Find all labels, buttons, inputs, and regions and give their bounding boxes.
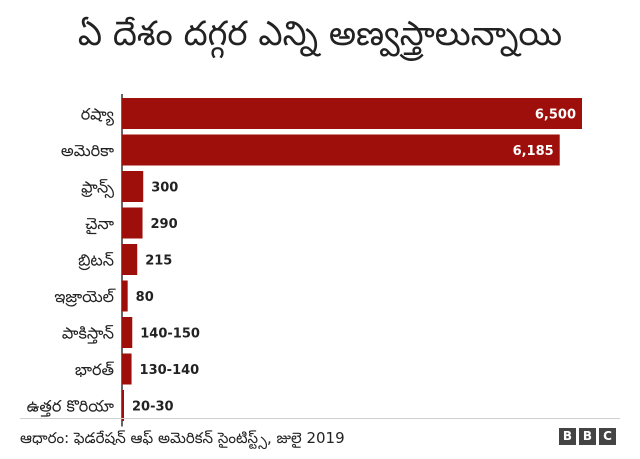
- value-label: 300: [151, 181, 178, 196]
- value-label: 80: [136, 290, 154, 305]
- category-label: బ్రిటన్: [78, 251, 114, 271]
- value-label: 20-30: [132, 400, 174, 415]
- bar: [122, 317, 133, 348]
- category-label: ఉత్తర కొరియా: [27, 397, 115, 418]
- bbc-logo: B B C: [559, 428, 616, 445]
- bbc-logo-letter: B: [579, 428, 596, 445]
- footer-divider: [20, 418, 620, 419]
- bar: [122, 134, 560, 166]
- bar: [122, 171, 144, 202]
- category-label: అమెరికా: [61, 141, 114, 160]
- category-label: ఇజ్రాయెల్: [54, 287, 116, 307]
- bar: [122, 280, 128, 312]
- bar: [122, 244, 138, 275]
- chart-title: ఏ దేశం దగ్గర ఎన్ని అణ్వస్త్రాలున్నాయి: [77, 14, 563, 54]
- value-label: 130-140: [140, 363, 200, 378]
- bar: [122, 390, 124, 421]
- source-note: ఆధారం: ఫెడరేషన్ ఆఫ్ అమెరికన్ సైంటిస్ట్స్…: [20, 429, 345, 447]
- bar: [122, 207, 143, 239]
- category-label: ఫ్రాన్స్: [81, 178, 115, 199]
- value-label: 6,500: [535, 108, 576, 123]
- value-label: 215: [145, 254, 172, 269]
- bbc-logo-letter: C: [599, 428, 616, 445]
- category-label: రష్యా: [81, 105, 115, 127]
- bar: [122, 98, 582, 129]
- value-label: 140-150: [140, 327, 200, 342]
- category-label: భారత్: [75, 360, 115, 379]
- category-label: పాకిస్తాన్: [62, 324, 114, 345]
- bar: [122, 353, 132, 385]
- value-label: 290: [151, 217, 178, 232]
- category-label: చైనా: [85, 214, 114, 235]
- bbc-logo-letter: B: [559, 428, 576, 445]
- value-label: 6,185: [513, 144, 554, 159]
